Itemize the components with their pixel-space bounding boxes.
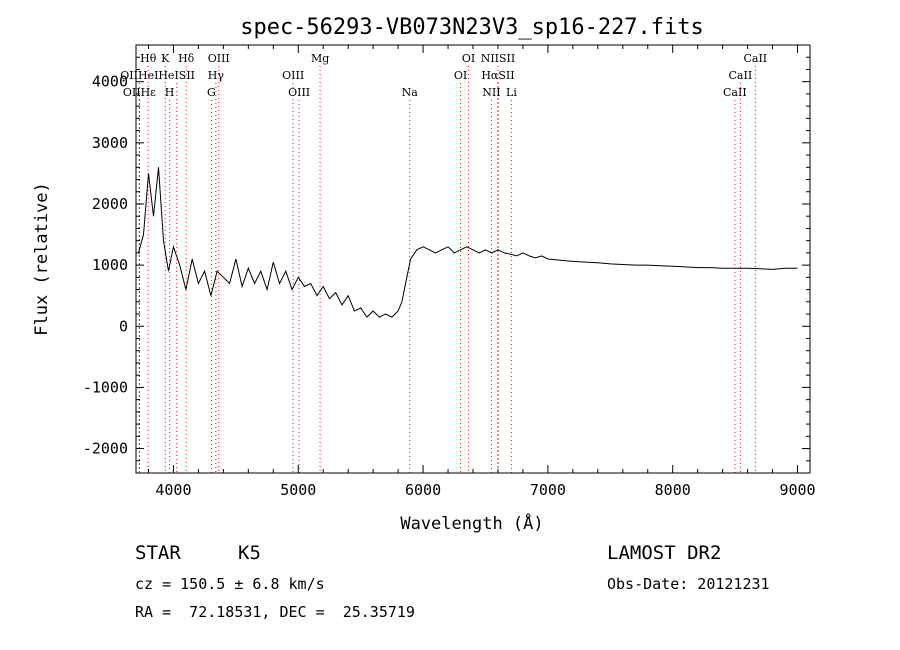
line-marker-label: CaII [729,69,753,82]
line-marker-label: Li [506,86,517,99]
line-marker-label: K [161,52,170,65]
line-marker-label: Na [402,86,419,99]
line-marker-label: Mg [311,52,329,65]
line-marker-label: Hθ [140,52,157,65]
x-tick-label: 5000 [280,481,316,499]
y-tick-label: 3000 [92,134,128,152]
line-marker-label: OIII [282,69,304,82]
x-axis-label: Wavelength (Å) [400,512,543,534]
line-marker-label: H [165,86,175,99]
y-axis-label: Flux (relative) [32,182,52,336]
line-marker-label: HeISII [158,69,195,82]
line-marker-label: OIIHε [123,86,156,99]
line-marker-label: Hγ [208,69,225,82]
y-tick-label: -2000 [83,440,128,458]
y-tick-label: 4000 [92,73,128,91]
chart-title: spec-56293-VB073N23V3_sp16-227.fits [240,15,704,40]
line-marker-label: NIISII [481,52,516,65]
plot-frame [135,44,811,474]
y-tick-label: -1000 [83,378,128,396]
object-subclass: K5 [238,542,261,564]
line-marker-label: HαSII [481,69,514,82]
line-marker-label: CaII [743,52,767,65]
line-marker-label: CaII [723,86,747,99]
y-tick-label: 1000 [92,256,128,274]
y-axis: -2000 -1000 0 1000 2000 3000 4000 [83,56,810,462]
survey-name: LAMOST DR2 [607,542,722,564]
line-marker-label: OI [462,52,475,65]
x-tick-label: 6000 [405,481,441,499]
x-tick-label: 4000 [155,481,191,499]
line-marker-label: NII [482,86,500,99]
coordinates: RA = 72.18531, DEC = 25.35719 [135,603,415,621]
line-marker-label: Hδ [178,52,195,65]
x-tick-label: 7000 [530,481,566,499]
x-tick-label: 8000 [655,481,691,499]
line-marker-label: G [207,86,216,99]
obs-date: Obs-Date: 20121231 [607,575,770,593]
line-marker-label: OIII [208,52,230,65]
line-marker-label: OI [454,69,467,82]
object-class: STAR [135,542,181,564]
y-tick-label: 2000 [92,195,128,213]
line-marker-label: OIIHeI [120,69,158,82]
y-tick-label: 0 [119,317,128,335]
line-markers: Hθ K Hδ OIII Mg OI NIISII CaII OIIHeI HeISII Hγ OII… [120,52,767,473]
x-tick-label: 9000 [779,481,815,499]
line-marker-label: OIII [288,86,310,99]
x-axis: 4000 5000 6000 7000 8000 9000 [147,45,816,499]
redshift-value: cz = 150.5 ± 6.8 km/s [135,575,325,593]
spectrum-line [138,167,798,318]
